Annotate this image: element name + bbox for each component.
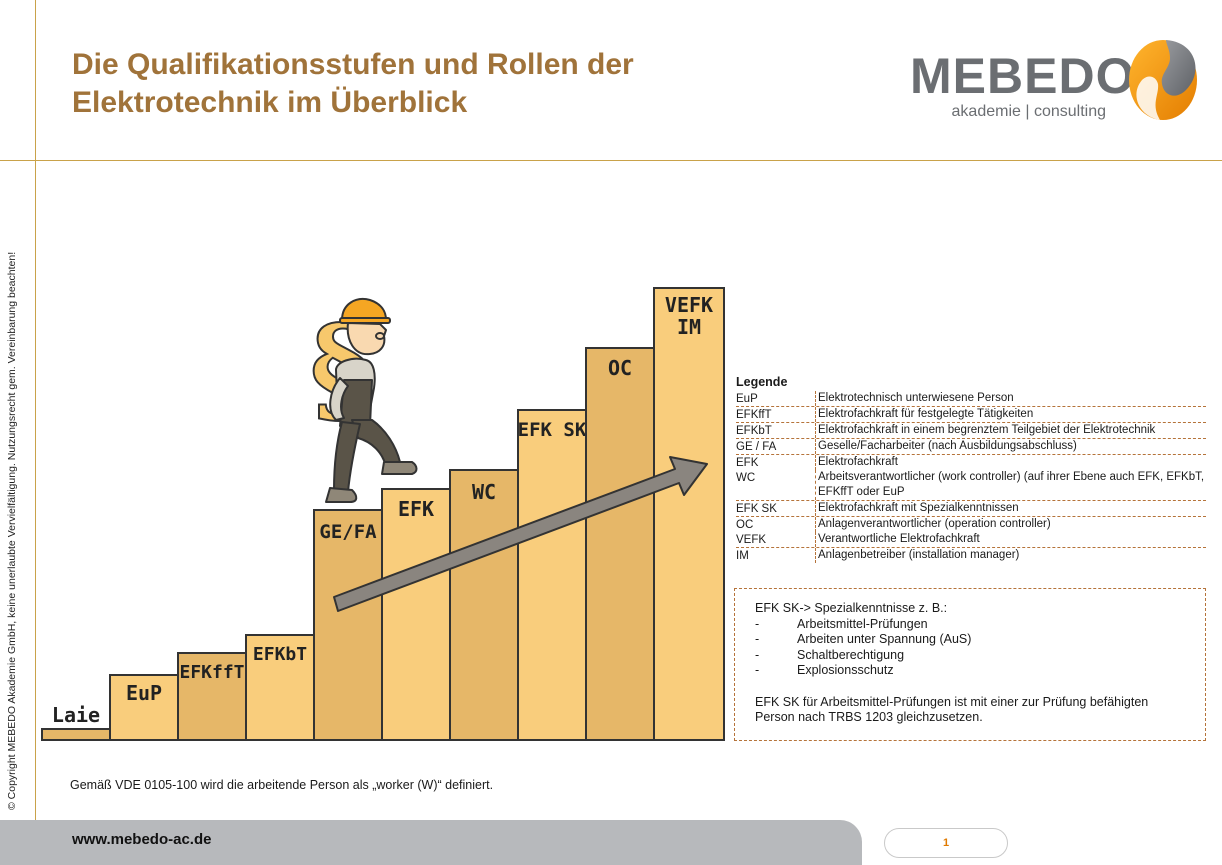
legend-row: OC Anlagenverantwortlicher (operation co…: [736, 517, 1206, 532]
logo-mark-icon: [1129, 40, 1197, 120]
progress-arrow: [333, 456, 708, 612]
legend-abbr: EFKbT: [736, 425, 772, 437]
legend-definition: Arbeitsverantwortlicher (work controller…: [815, 470, 1206, 500]
legend-abbr: OC: [736, 519, 754, 531]
step-label: EuP: [126, 681, 162, 705]
note-list-item: - Arbeiten unter Spannung (AuS): [755, 632, 1185, 648]
logo-name: MEBEDO: [910, 48, 1136, 104]
note-list-item: - Explosionsschutz: [755, 663, 1185, 679]
legend-abbr: WC: [736, 472, 756, 484]
step-block: [381, 488, 451, 741]
legend-definition: Elektrotechnisch unterwiesene Person: [815, 391, 1206, 406]
worker-figure: [325, 298, 418, 503]
logo-tagline: akademie | consulting: [951, 103, 1106, 120]
note-bullet: -: [755, 647, 760, 662]
website-link[interactable]: www.mebedo-ac.de: [72, 831, 212, 848]
step-block: [313, 509, 383, 741]
legend-row: VEFK Verantwortliche Elektrofachkraft: [736, 532, 1206, 548]
header-rule: [0, 160, 1222, 161]
step-label: WC: [472, 480, 496, 504]
legend-row: EFK SK Elektrofachkraft mit Spezialkennt…: [736, 501, 1206, 517]
helmet-icon: [341, 298, 387, 321]
legend-row: EFKbT Elektrofachkraft in einem begrenzt…: [736, 423, 1206, 439]
step-label: VEFK: [665, 293, 713, 317]
legend-definition: Elektrofachkraft: [815, 455, 1206, 470]
page-title-line1: Die Qualifikationsstufen und Rollen der: [72, 48, 634, 81]
step-label: Laie: [52, 703, 100, 727]
legend-row: EFKffT Elektrofachkraft für festgelegte …: [736, 407, 1206, 423]
step-block: [177, 652, 247, 741]
legend-abbr: GE / FA: [736, 441, 777, 453]
step-label: EFKffT: [179, 662, 244, 683]
note-item-text: Explosionsschutz: [797, 663, 894, 677]
legend-definition: Anlagenbetreiber (installation manager): [815, 548, 1206, 563]
legend-title: Legende: [736, 375, 788, 389]
step-block: [41, 728, 111, 741]
legend-definition: Anlagenverantwortlicher (operation contr…: [815, 517, 1206, 532]
note-footer: EFK SK für Arbeitsmittel-Prüfungen ist m…: [755, 694, 1149, 725]
legend-definition: Verantwortliche Elektrofachkraft: [815, 532, 1206, 547]
legend-abbr: EFK: [736, 457, 759, 469]
vde-note: Gemäß VDE 0105-100 wird die arbeitende P…: [70, 778, 494, 792]
legend-abbr: EFKffT: [736, 409, 772, 421]
step-block: [517, 409, 587, 741]
note-list-item: - Schaltberechtigung: [755, 648, 1185, 664]
note-bullet: -: [755, 663, 760, 677]
legend-definition: Geselle/Facharbeiter (nach Ausbildungsab…: [815, 439, 1206, 454]
step-block: [585, 347, 655, 741]
note-list-item: - Arbeitsmittel-Prüfungen: [755, 617, 1185, 633]
legend-row: WC Arbeitsverantwortlicher (work control…: [736, 470, 1206, 501]
steps-group: Laie EuP EFKffT EFKbT GE/FA EFK WC EFK SK OC VEFK…: [41, 287, 725, 741]
legend-row: EuP Elektrotechnisch unterwiesene Person: [736, 391, 1206, 407]
legend-definition: Elektrofachkraft in einem begrenztem Tei…: [815, 423, 1206, 438]
legend-definition: Elektrofachkraft mit Spezialkenntnissen: [815, 501, 1206, 516]
company-logo: MEBEDO akademie | consulting: [910, 48, 1136, 122]
step-block: [245, 634, 315, 741]
legend-row: IM Anlagenbetreiber (installation manage…: [736, 548, 1206, 563]
step-label: EFK: [398, 497, 434, 521]
page-number: 1: [884, 828, 1008, 858]
legend-definition: Elektrofachkraft für festgelegte Tätigke…: [815, 407, 1206, 422]
note-heading: EFK SK-> Spezialkenntnisse z. B.:: [755, 601, 948, 615]
qualification-stairs: Laie EuP EFKffT EFKbT GE/FA EFK WC EFK SK OC VEFK…: [41, 287, 725, 741]
step-label: GE/FA: [319, 521, 377, 543]
legend-row: GE / FA Geselle/Facharbeiter (nach Ausbi…: [736, 439, 1206, 455]
legend: Legende EuP Elektrotechnisch unterwiesen…: [736, 375, 1206, 563]
step-label: OC: [608, 356, 632, 380]
copyright-notice: © Copyright MEBEDO Akademie GmbH, keine …: [6, 251, 18, 810]
legend-abbr: EFK SK: [736, 503, 777, 515]
note-item-text: Arbeiten unter Spannung (AuS): [797, 632, 972, 646]
note-bullet: -: [755, 616, 760, 631]
legend-abbr: EuP: [736, 393, 758, 405]
step-label: EFKbT: [253, 644, 307, 665]
footer-bar: [0, 820, 862, 865]
legend-abbr: IM: [736, 550, 749, 562]
legend-row: EFK Elektrofachkraft: [736, 455, 1206, 470]
special-knowledge-note: EFK SK-> Spezialkenntnisse z. B.: - Arbe…: [734, 588, 1206, 741]
note-item-text: Arbeitsmittel-Prüfungen: [797, 616, 928, 631]
step-block: [449, 469, 519, 741]
step-label: EFK SK: [518, 419, 587, 441]
legend-abbr: VEFK: [736, 534, 767, 546]
step-block: [653, 287, 725, 741]
step-label: IM: [677, 315, 701, 339]
page-title-line2: Elektrotechnik im Überblick: [72, 86, 468, 119]
note-bullet: -: [755, 632, 760, 646]
vertical-rule: [35, 0, 36, 820]
note-item-text: Schaltberechtigung: [797, 647, 905, 662]
page-title: Die Qualifikationsstufen und Rollen der …: [72, 46, 634, 122]
